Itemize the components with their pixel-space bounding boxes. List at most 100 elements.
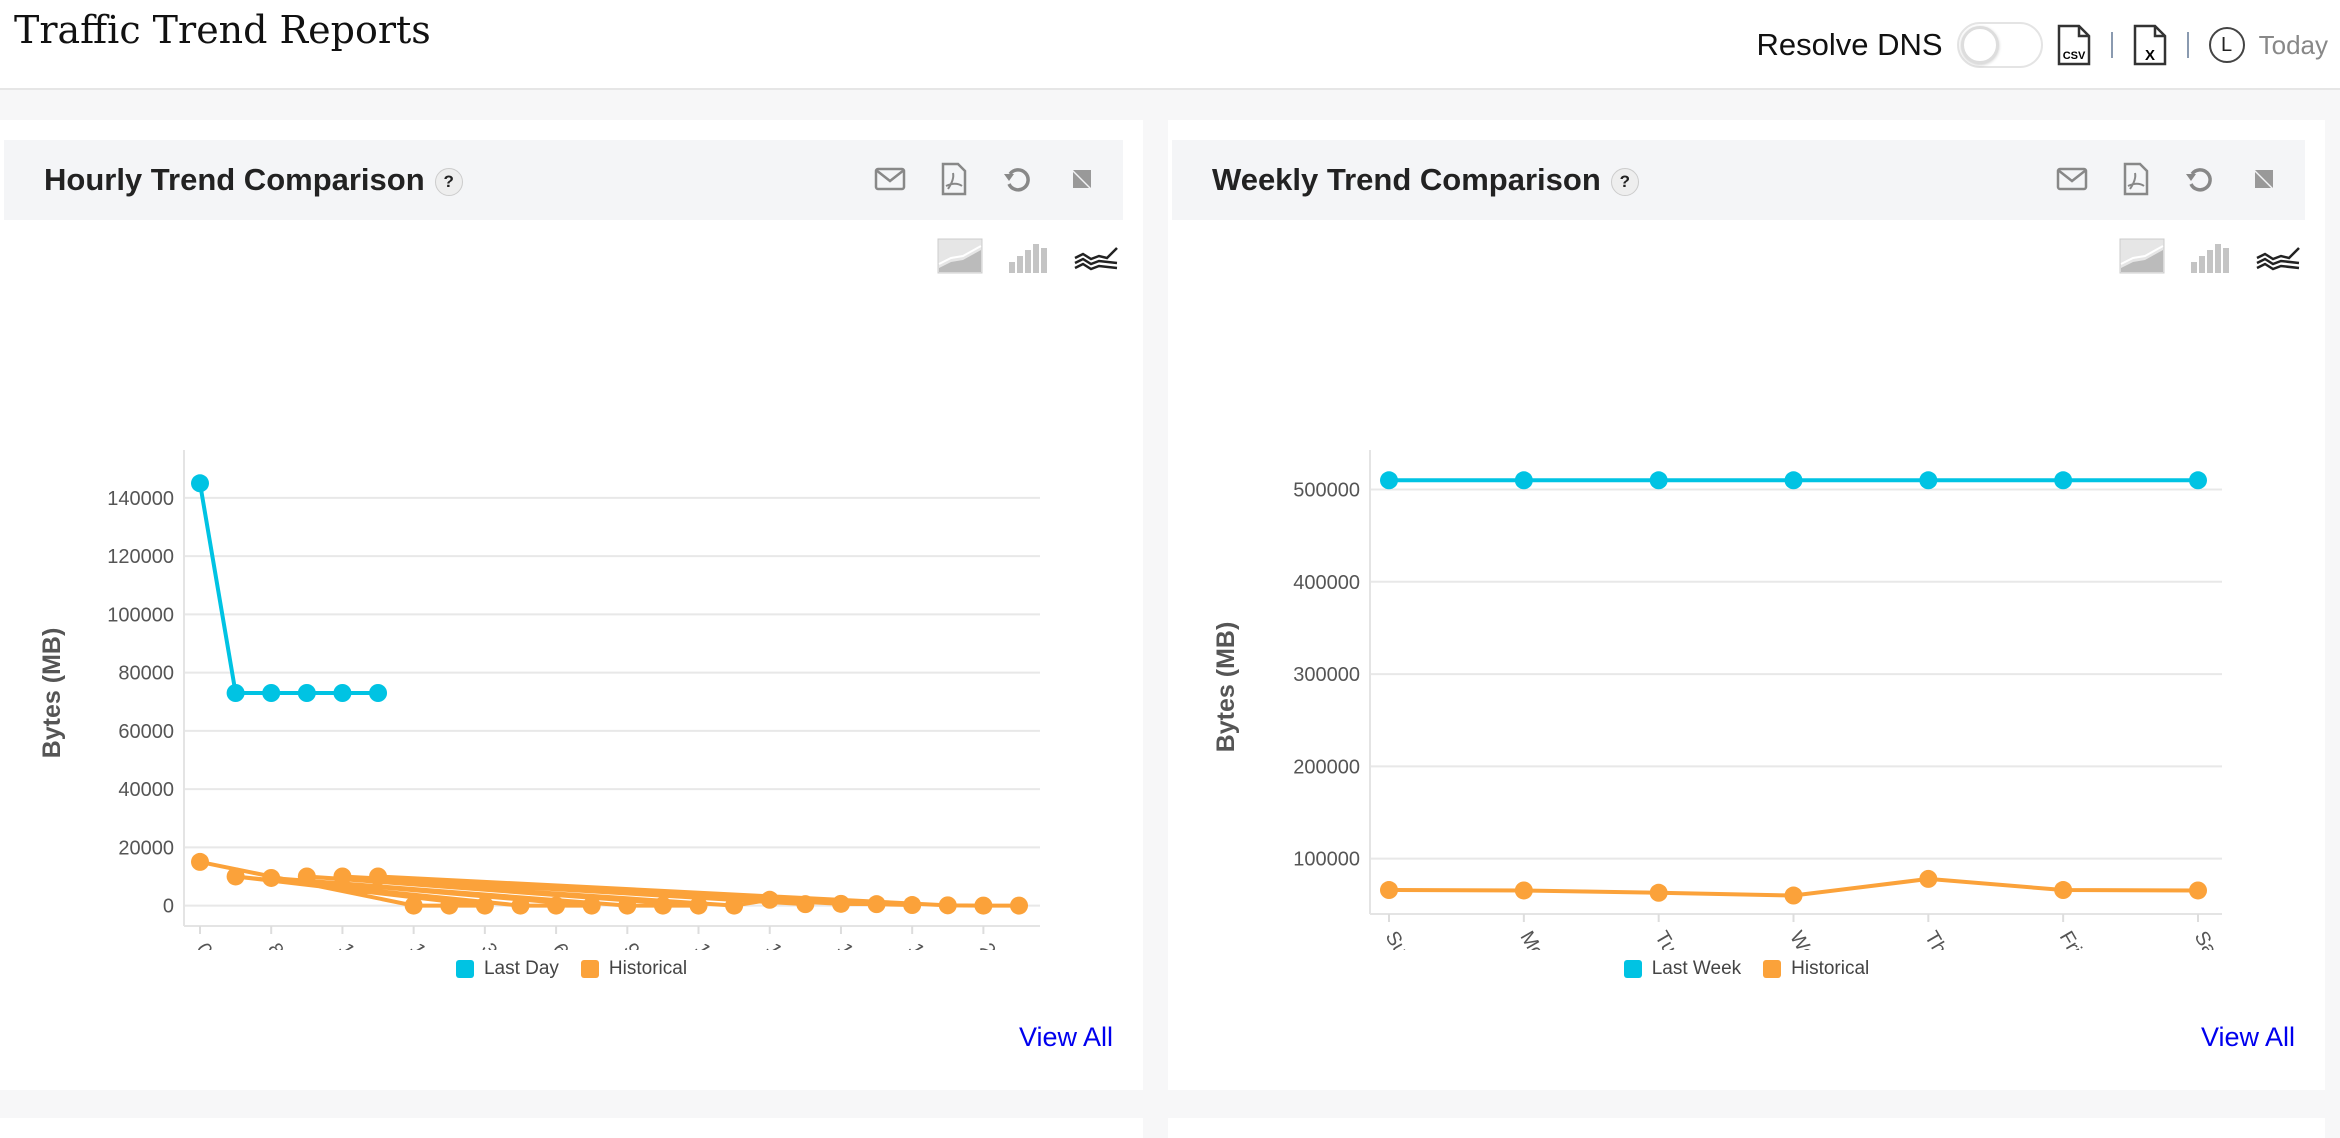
view-all-link[interactable]: View All (2200, 1022, 2295, 1052)
data-point (1784, 886, 1803, 905)
svg-text:X: X (2145, 47, 2155, 64)
data-point (2054, 471, 2073, 490)
y-axis-title: Bytes (MB) (38, 628, 66, 759)
help-icon[interactable]: ? (1610, 167, 1639, 196)
data-point (1919, 471, 1938, 490)
bar-chart-icon[interactable] (2187, 238, 2233, 274)
legend-item[interactable]: Last Day (455, 958, 559, 980)
data-point (974, 896, 993, 915)
bar-chart-icon[interactable] (1005, 238, 1051, 274)
data-point (1919, 869, 1938, 888)
excel-file-icon[interactable]: X (2133, 24, 2167, 66)
svg-text:CSV: CSV (2062, 50, 2085, 62)
data-point (1649, 471, 1668, 490)
x-tick-label: Mon (1516, 928, 1555, 951)
x-tick-label: 14 (761, 940, 791, 951)
y-tick-label: 0 (163, 896, 174, 918)
data-point (547, 896, 566, 915)
email-icon[interactable] (873, 162, 907, 196)
panel-title: Weekly Trend Comparison? (1212, 162, 1639, 198)
x-tick-label: Fri (2055, 928, 2086, 951)
data-point (1514, 471, 1533, 490)
pdf-icon[interactable] (2119, 162, 2153, 196)
data-point (725, 896, 744, 915)
data-point (1514, 881, 1533, 900)
data-point (796, 895, 815, 914)
clock-icon[interactable]: L (2208, 27, 2245, 63)
trend-chart: 100000 200000 300000 400000 500000 Sun Mon Tue W… (1212, 450, 2224, 951)
y-tick-label: 100000 (107, 604, 174, 626)
expand-icon[interactable] (2247, 162, 2281, 196)
line-chart-icon[interactable] (2255, 238, 2301, 274)
expand-icon[interactable] (1065, 162, 1099, 196)
y-tick-label: 400000 (1293, 572, 1360, 594)
y-axis-title: Bytes (MB) (1212, 622, 1240, 753)
data-point (297, 684, 316, 702)
x-tick-label: Tue (1650, 928, 1686, 951)
data-point (1380, 881, 1398, 900)
data-point (262, 868, 281, 887)
pdf-icon[interactable] (937, 162, 971, 196)
legend-swatch (1763, 959, 1782, 978)
refresh-icon[interactable] (1001, 162, 1035, 196)
legend-item[interactable]: Historical (1763, 958, 1869, 980)
next-panel (1168, 1118, 2325, 1138)
area-chart-icon[interactable] (2119, 238, 2165, 274)
x-tick-label: Sat (2190, 928, 2224, 951)
x-tick-label: 11 (690, 940, 719, 951)
data-point (404, 896, 423, 915)
legend-item[interactable]: Last Week (1623, 958, 1742, 980)
legend-label: Last Week (1651, 958, 1742, 979)
data-point (1380, 471, 1398, 490)
panel-title-text: Weekly Trend Comparison (1212, 162, 1601, 197)
x-tick-label: 6 (548, 940, 573, 951)
top-bar: Traffic Trend Reports Resolve DNS CSV X … (0, 0, 2340, 90)
clock-letter: L (2221, 33, 2233, 56)
panel-title: Hourly Trend Comparison? (44, 162, 463, 198)
csv-file-icon[interactable]: CSV (2057, 24, 2091, 66)
data-point (191, 852, 209, 871)
data-point (582, 896, 601, 915)
period-selector[interactable]: Today (2258, 29, 2328, 60)
series-line (198, 482, 379, 695)
help-icon[interactable]: ? (434, 167, 463, 196)
x-tick-label: Sun (1381, 928, 1418, 951)
divider (2110, 32, 2113, 58)
series-line (199, 859, 1019, 908)
y-tick-label: 60000 (118, 721, 174, 743)
data-point (226, 867, 245, 886)
x-tick-label: 3 (477, 940, 502, 951)
resolve-dns-label: Resolve DNS (1756, 27, 1943, 62)
y-tick-label: 20000 (118, 837, 174, 859)
x-tick-label: 22 (975, 940, 1005, 951)
data-point (831, 894, 850, 913)
area-chart-icon[interactable] (937, 238, 983, 274)
x-tick-label: 1 (405, 940, 430, 951)
y-tick-label: 40000 (118, 779, 174, 801)
x-tick-label: 9 (619, 940, 644, 951)
data-point (867, 895, 886, 914)
data-point (2189, 881, 2207, 900)
data-point (369, 867, 388, 886)
legend-swatch (455, 959, 474, 978)
email-icon[interactable] (2055, 162, 2089, 196)
chart-legend: Last Day Historical (0, 958, 1143, 980)
legend-label: Historical (608, 958, 688, 979)
data-point (511, 896, 530, 915)
legend-swatch (580, 959, 599, 978)
view-all-link[interactable]: View All (1018, 1022, 1113, 1052)
toolbar: Resolve DNS CSV X L Today (1757, 18, 2328, 72)
refresh-icon[interactable] (2183, 162, 2217, 196)
data-point (262, 684, 281, 702)
data-point (475, 896, 494, 915)
line-chart-icon[interactable] (1073, 238, 1119, 274)
weekly-trend-panel: Weekly Trend Comparison? 100000 200000 300… (1168, 120, 2325, 1090)
y-tick-label: 100000 (1293, 849, 1360, 871)
resolve-dns-toggle[interactable] (1956, 22, 2043, 68)
data-point (938, 896, 957, 915)
y-tick-label: 120000 (107, 546, 174, 568)
hourly-trend-panel: Hourly Trend Comparison? 0 20000 40000 6000… (0, 120, 1143, 1090)
data-point (191, 474, 209, 493)
x-tick-label: 8 (263, 940, 288, 951)
legend-item[interactable]: Historical (580, 958, 688, 980)
